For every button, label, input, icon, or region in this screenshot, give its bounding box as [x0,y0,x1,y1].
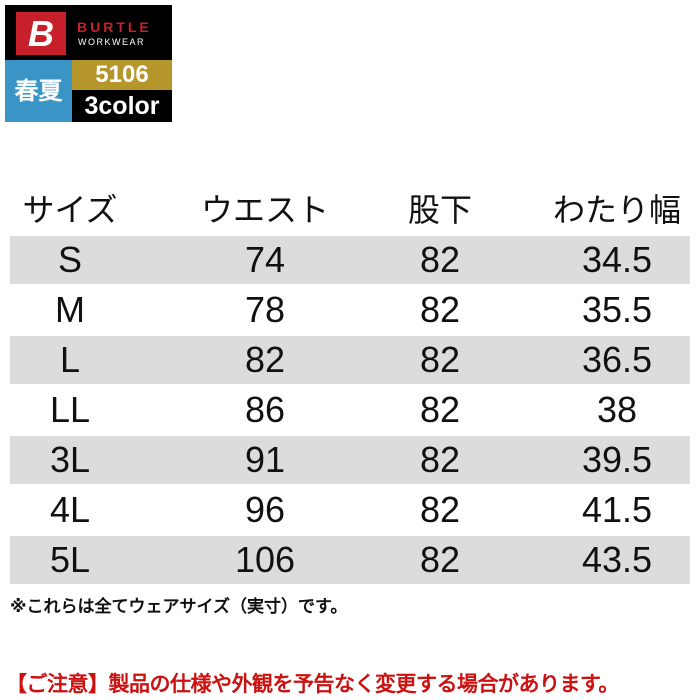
table-row: LL 86 82 38 [10,386,690,434]
header-size: サイズ [22,191,118,229]
table-cell: 106 [234,539,296,580]
table-cell: 41.5 [581,489,653,530]
table-row: 5L 106 82 43.5 [10,536,690,584]
table-cell: 36.5 [581,339,653,380]
table-row: 4L 96 82 41.5 [10,486,690,534]
color-count: 3color [72,90,172,122]
table-cell: 74 [244,239,286,280]
table-cell: 3L [49,439,91,480]
table-cell: 82 [419,439,461,480]
table-cell: 82 [419,489,461,530]
table-header: サイズ ウエスト 股下 わたり幅 [10,186,690,234]
season-badge: 春夏 [5,60,72,122]
table-cell: 5L [49,539,91,580]
table-cell: 35.5 [581,289,653,330]
table-cell: 82 [419,339,461,380]
table-cell: 38 [596,389,638,430]
table-cell: S [57,239,82,280]
model-number: 5106 [72,60,172,90]
table-row: M 78 82 35.5 [10,286,690,334]
table-cell: 82 [419,239,461,280]
table-cell: 82 [244,339,286,380]
table-cell: 86 [244,389,286,430]
brand-name: BURTLE [77,19,152,35]
table-cell: 78 [244,289,286,330]
table-cell: 4L [49,489,91,530]
burtle-b-mark: B [16,12,66,55]
header-waist: ウエスト [200,191,329,229]
brand-sub: WORKWEAR [78,37,145,47]
table-cell: M [55,289,85,330]
table-cell: 82 [419,389,461,430]
table-row: L 82 82 36.5 [10,336,690,384]
table-cell: 96 [244,489,286,530]
table-cell: L [59,339,81,380]
table-cell: 82 [419,289,461,330]
table-cell: 34.5 [581,239,653,280]
caution-notice: 【ご注意】製品の仕様や外観を予告なく変更する場合があります。 [6,672,619,696]
table-cell: 82 [419,539,461,580]
header-thigh: わたり幅 [552,191,681,229]
header-inseam: 股下 [407,191,472,229]
table-row: 3L 91 82 39.5 [10,436,690,484]
table-cell: 39.5 [581,439,653,480]
brand-logo: B BURTLE WORKWEAR [5,5,172,60]
size-note: ※これらは全てウェアサイズ（実寸）です。 [10,597,348,617]
table-cell: 43.5 [581,539,653,580]
table-row: S 74 82 34.5 [10,236,690,284]
table-cell: LL [49,389,91,430]
table-cell: 91 [244,439,286,480]
